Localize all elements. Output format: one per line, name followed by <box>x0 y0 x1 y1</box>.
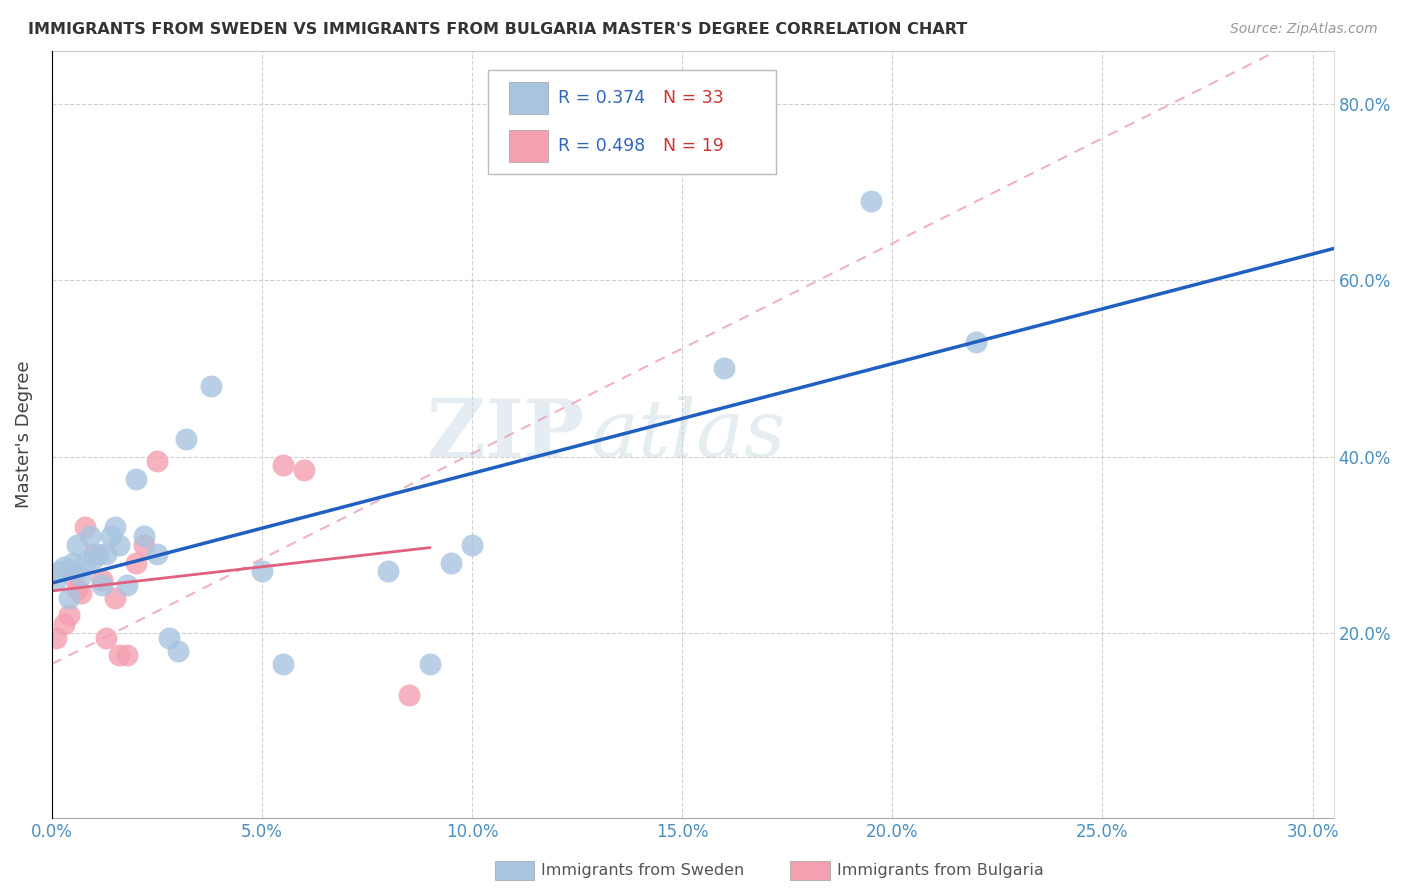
Point <box>58 591 80 605</box>
Point <box>79 529 101 543</box>
Point <box>965 334 987 349</box>
Point <box>200 379 222 393</box>
FancyBboxPatch shape <box>509 129 548 161</box>
Point <box>125 556 148 570</box>
Point <box>49 565 72 579</box>
Point <box>83 551 105 566</box>
Text: N = 19: N = 19 <box>664 136 724 154</box>
Point <box>146 547 169 561</box>
Point <box>271 458 294 473</box>
Point <box>70 586 93 600</box>
Point <box>461 538 484 552</box>
Point <box>96 631 118 645</box>
Point <box>174 432 197 446</box>
Point <box>713 361 735 376</box>
Point <box>53 560 76 574</box>
Point <box>87 547 110 561</box>
Point <box>45 573 67 587</box>
Point <box>66 582 89 596</box>
Point <box>75 520 97 534</box>
Point <box>53 617 76 632</box>
Point <box>117 648 139 663</box>
Text: Immigrants from Sweden: Immigrants from Sweden <box>541 863 745 878</box>
Text: IMMIGRANTS FROM SWEDEN VS IMMIGRANTS FROM BULGARIA MASTER'S DEGREE CORRELATION C: IMMIGRANTS FROM SWEDEN VS IMMIGRANTS FRO… <box>28 22 967 37</box>
Point <box>292 463 315 477</box>
Point <box>377 565 399 579</box>
Point <box>146 454 169 468</box>
Text: N = 33: N = 33 <box>664 88 724 107</box>
Point <box>100 529 122 543</box>
Point <box>108 648 131 663</box>
Point <box>66 538 89 552</box>
Point <box>91 573 114 587</box>
Y-axis label: Master's Degree: Master's Degree <box>15 361 32 508</box>
Point <box>70 568 93 582</box>
Point <box>75 556 97 570</box>
Point <box>125 472 148 486</box>
Point <box>398 688 420 702</box>
Point <box>860 194 883 208</box>
Point <box>45 631 67 645</box>
FancyBboxPatch shape <box>509 81 548 114</box>
Point <box>134 538 156 552</box>
Point <box>419 657 441 671</box>
Point <box>134 529 156 543</box>
Point <box>159 631 181 645</box>
Text: ZIP: ZIP <box>427 395 583 474</box>
Point <box>96 547 118 561</box>
Text: R = 0.498: R = 0.498 <box>558 136 645 154</box>
Point <box>58 608 80 623</box>
Point <box>108 538 131 552</box>
Point <box>104 591 127 605</box>
Text: atlas: atlas <box>591 396 786 474</box>
Point <box>104 520 127 534</box>
Point <box>62 568 84 582</box>
Point <box>91 577 114 591</box>
Point <box>250 565 273 579</box>
Point <box>117 577 139 591</box>
Text: Source: ZipAtlas.com: Source: ZipAtlas.com <box>1230 22 1378 37</box>
Text: R = 0.374: R = 0.374 <box>558 88 645 107</box>
Text: Immigrants from Bulgaria: Immigrants from Bulgaria <box>837 863 1043 878</box>
Point <box>271 657 294 671</box>
Point <box>166 644 188 658</box>
FancyBboxPatch shape <box>488 70 776 174</box>
Point <box>83 547 105 561</box>
Point <box>440 556 463 570</box>
Point <box>62 556 84 570</box>
